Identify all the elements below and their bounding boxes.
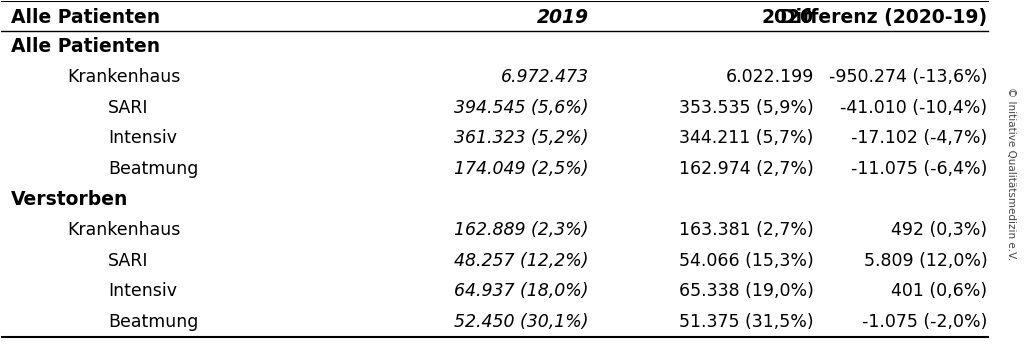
Text: 65.338 (19,0%): 65.338 (19,0%): [679, 282, 814, 300]
Text: © Initiative Qualitätsmedizin e.V.: © Initiative Qualitätsmedizin e.V.: [1006, 87, 1016, 260]
Text: 174.049 (2,5%): 174.049 (2,5%): [455, 160, 589, 178]
Text: 52.450 (30,1%): 52.450 (30,1%): [455, 313, 589, 331]
Text: 492 (0,3%): 492 (0,3%): [891, 221, 987, 239]
Text: 344.211 (5,7%): 344.211 (5,7%): [679, 129, 814, 147]
Text: Krankenhaus: Krankenhaus: [68, 68, 180, 86]
Text: 5.809 (12,0%): 5.809 (12,0%): [864, 252, 987, 270]
Text: -11.075 (-6,4%): -11.075 (-6,4%): [851, 160, 987, 178]
Text: -17.102 (-4,7%): -17.102 (-4,7%): [851, 129, 987, 147]
Text: Beatmung: Beatmung: [109, 313, 199, 331]
Text: 2020: 2020: [762, 8, 814, 27]
Text: 361.323 (5,2%): 361.323 (5,2%): [455, 129, 589, 147]
Text: 51.375 (31,5%): 51.375 (31,5%): [679, 313, 814, 331]
Text: -1.075 (-2,0%): -1.075 (-2,0%): [862, 313, 987, 331]
Text: -41.010 (-10,4%): -41.010 (-10,4%): [841, 99, 987, 117]
Text: 64.937 (18,0%): 64.937 (18,0%): [455, 282, 589, 300]
Text: 162.974 (2,7%): 162.974 (2,7%): [679, 160, 814, 178]
Text: Beatmung: Beatmung: [109, 160, 199, 178]
Text: SARI: SARI: [109, 252, 148, 270]
Text: 6.972.473: 6.972.473: [501, 68, 589, 86]
Text: -950.274 (-13,6%): -950.274 (-13,6%): [829, 68, 987, 86]
Text: Krankenhaus: Krankenhaus: [68, 221, 180, 239]
Text: 54.066 (15,3%): 54.066 (15,3%): [679, 252, 814, 270]
Text: Alle Patienten: Alle Patienten: [11, 8, 160, 27]
Text: 162.889 (2,3%): 162.889 (2,3%): [455, 221, 589, 239]
Text: Verstorben: Verstorben: [11, 190, 128, 209]
Text: 353.535 (5,9%): 353.535 (5,9%): [679, 99, 814, 117]
Text: Differenz (2020-19): Differenz (2020-19): [780, 8, 987, 27]
Text: 2019: 2019: [537, 8, 589, 27]
Text: 48.257 (12,2%): 48.257 (12,2%): [455, 252, 589, 270]
Text: 401 (0,6%): 401 (0,6%): [891, 282, 987, 300]
Text: 6.022.199: 6.022.199: [725, 68, 814, 86]
Text: 163.381 (2,7%): 163.381 (2,7%): [679, 221, 814, 239]
Text: Intensiv: Intensiv: [109, 129, 177, 147]
Text: 394.545 (5,6%): 394.545 (5,6%): [455, 99, 589, 117]
Text: SARI: SARI: [109, 99, 148, 117]
Text: Intensiv: Intensiv: [109, 282, 177, 300]
Text: Alle Patienten: Alle Patienten: [11, 37, 160, 56]
